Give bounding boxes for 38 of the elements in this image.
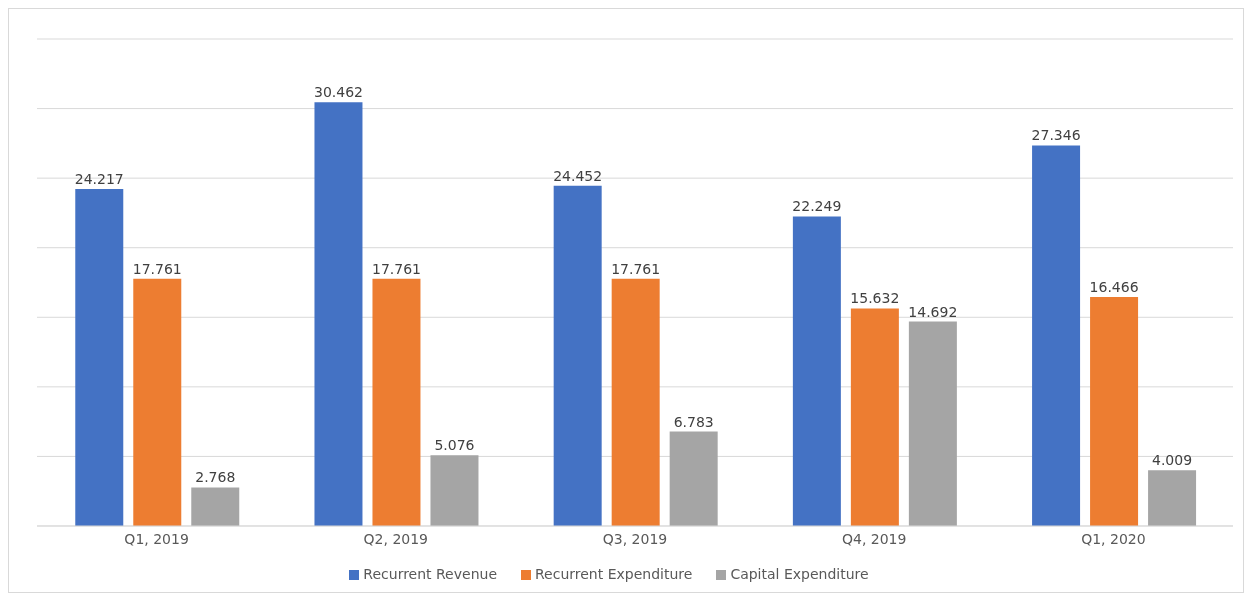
data-label: 17.761 (371, 260, 421, 277)
bar (133, 278, 182, 526)
data-label: 17.761 (132, 260, 182, 277)
legend-label: Recurrent Expenditure (535, 566, 693, 582)
bar (669, 431, 718, 526)
x-tick-label: Q4, 2019 (841, 530, 907, 547)
x-tick-label: Q1, 2019 (124, 530, 189, 547)
data-label: 24.217 (74, 171, 124, 188)
data-label: 24.452 (553, 167, 603, 184)
bar (1090, 296, 1139, 526)
data-label: 30.462 (313, 84, 363, 101)
data-label: 22.249 (792, 198, 842, 215)
x-tick-label: Q3, 2019 (602, 530, 668, 547)
data-label: 4.009 (1152, 452, 1193, 469)
data-label: 16.466 (1089, 278, 1139, 295)
x-tick-label: Q1, 2020 (1081, 530, 1146, 547)
data-label: 27.346 (1031, 127, 1081, 144)
x-tick-label: Q2, 2019 (363, 530, 429, 547)
data-label: 5.076 (434, 437, 475, 454)
bar (553, 185, 602, 526)
bar (1148, 470, 1197, 526)
data-label: 15.632 (850, 290, 900, 307)
bar (792, 216, 841, 526)
bar (314, 102, 363, 526)
legend-label: Recurrent Revenue (363, 566, 497, 582)
data-label: 14.692 (908, 303, 958, 320)
bar (1032, 145, 1081, 526)
legend-label: Capital Expenditure (730, 566, 869, 582)
bar (850, 308, 899, 526)
bar (611, 278, 660, 526)
data-label: 6.783 (673, 413, 714, 430)
data-label: 2.768 (195, 469, 236, 486)
bar (908, 321, 957, 526)
bar (191, 487, 240, 526)
bar (430, 455, 479, 526)
data-label: 17.761 (611, 260, 661, 277)
bar (75, 189, 124, 526)
bar (372, 278, 421, 526)
